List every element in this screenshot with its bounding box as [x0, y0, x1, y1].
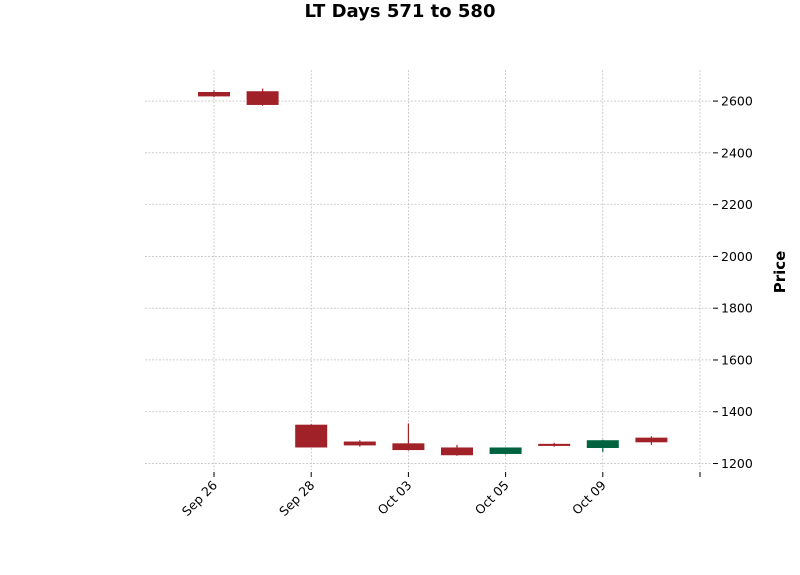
candle: [198, 90, 230, 98]
x-tick-label: Sep 26: [179, 477, 220, 518]
y-axis: 1200 1400 1600 1800 2000 2200 2400 2600: [713, 94, 753, 471]
candles: [198, 88, 668, 456]
candle-body: [441, 447, 473, 456]
x-axis: Sep 26 Sep 28 Oct 03 Oct 05 Oct 09: [179, 472, 701, 519]
y-tick-label: 2000: [721, 249, 753, 264]
candle-body: [198, 92, 230, 97]
candle: [489, 447, 522, 455]
candle: [441, 444, 473, 456]
x-tick-label: Oct 03: [375, 478, 415, 518]
candle-body: [246, 91, 279, 105]
y-tick-label: 2200: [721, 197, 753, 212]
x-tick-label: Oct 05: [472, 478, 512, 518]
candle-body: [586, 440, 619, 448]
candle-body: [392, 443, 425, 451]
y-tick-label: 1200: [721, 456, 753, 471]
y-tick-label: 2600: [721, 94, 753, 109]
y-axis-label: Price: [771, 251, 789, 294]
candle: [246, 88, 279, 106]
y-tick-label: 1800: [721, 301, 753, 316]
candle-body: [343, 441, 376, 446]
candle-body: [489, 447, 522, 454]
y-tick-label: 2400: [721, 145, 753, 160]
candle-body: [538, 443, 571, 446]
chart-title: LT Days 571 to 580: [305, 1, 496, 22]
candle: [392, 423, 425, 451]
x-tick-label: Oct 09: [569, 477, 609, 517]
y-tick-label: 1600: [721, 352, 753, 367]
candle: [343, 440, 376, 447]
grid-lines: [145, 70, 712, 470]
candle: [586, 439, 619, 452]
candle-body: [635, 437, 668, 443]
candle: [538, 442, 571, 447]
candle: [295, 424, 328, 448]
x-tick-label: Sep 28: [276, 477, 317, 518]
candle-body: [295, 424, 328, 448]
y-tick-label: 1400: [721, 404, 753, 419]
candle: [635, 436, 668, 445]
